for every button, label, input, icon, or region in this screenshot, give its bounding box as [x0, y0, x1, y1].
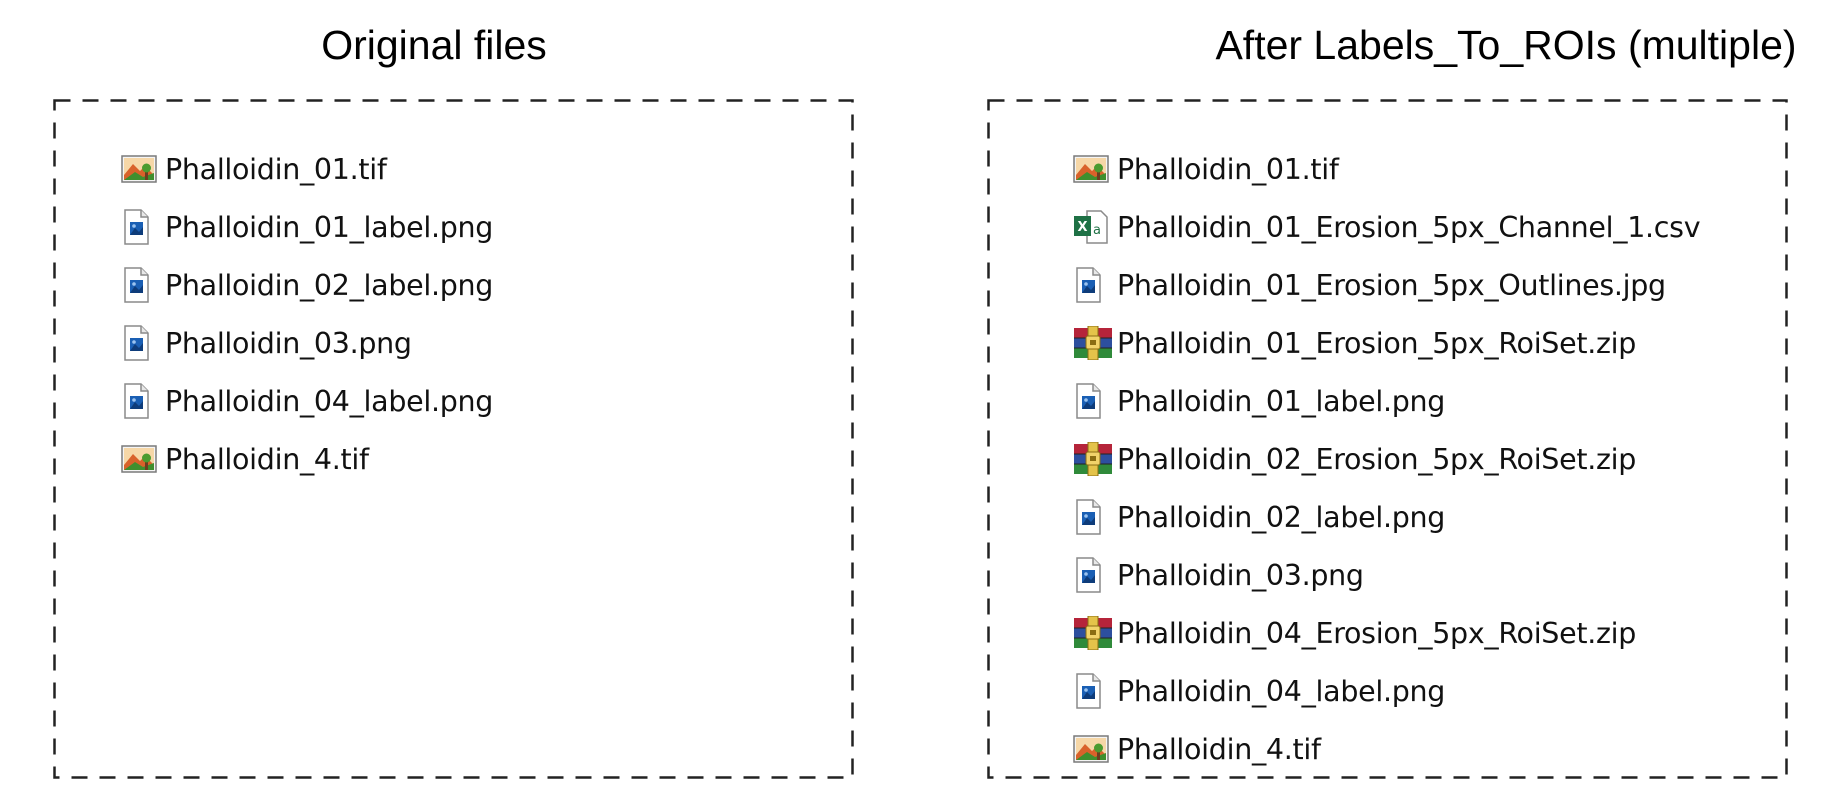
dashed-border — [987, 99, 1788, 779]
png-image-icon — [1073, 267, 1113, 303]
file-item[interactable]: Phalloidin_01_Erosion_5px_Outlines.jpg — [1073, 256, 1700, 314]
png-image-icon — [1073, 499, 1113, 535]
tif-image-icon — [121, 441, 161, 477]
png-image-icon — [121, 325, 161, 361]
file-name: Phalloidin_04_Erosion_5px_RoiSet.zip — [1117, 616, 1637, 650]
file-name: Phalloidin_01_Erosion_5px_RoiSet.zip — [1117, 326, 1637, 360]
tif-image-icon — [1073, 731, 1113, 767]
file-item[interactable]: Phalloidin_04_Erosion_5px_RoiSet.zip — [1073, 604, 1700, 662]
file-name: Phalloidin_02_label.png — [1117, 500, 1446, 534]
file-item[interactable]: a X Phalloidin_01_Erosion_5px_Channel_1.cs… — [1073, 198, 1701, 256]
file-item[interactable]: Phalloidin_04_label.png — [1073, 662, 1700, 720]
png-image-icon — [121, 383, 161, 419]
file-list-original: Phalloidin_01.tif Phalloidin_01_label.png… — [121, 140, 493, 488]
file-item[interactable]: Phalloidin_02_label.png — [121, 256, 493, 314]
svg-text:a: a — [1093, 223, 1101, 238]
dashed-border — [53, 99, 854, 779]
file-item[interactable]: Phalloidin_01.tif — [121, 140, 493, 198]
panel-title-after: After Labels_To_ROIs (multiple) — [1215, 22, 1797, 68]
file-item[interactable]: Phalloidin_02_label.png — [1073, 488, 1700, 546]
panel-title-original: Original files — [321, 22, 547, 68]
file-name: Phalloidin_01_label.png — [1117, 384, 1446, 418]
png-image-icon — [1073, 557, 1113, 593]
png-image-icon — [1073, 383, 1113, 419]
zip-archive-icon — [1073, 325, 1113, 361]
after-files-panel: Phalloidin_01.tif a X Phalloidin_01_Erosion… — [987, 99, 1788, 779]
file-name: Phalloidin_03.png — [165, 326, 412, 360]
file-name: Phalloidin_4.tif — [1117, 732, 1321, 766]
file-name: Phalloidin_4.tif — [165, 442, 369, 476]
file-name: Phalloidin_01.tif — [165, 152, 387, 186]
file-name: Phalloidin_01.tif — [1117, 152, 1339, 186]
tif-image-icon — [121, 151, 161, 187]
file-item[interactable]: Phalloidin_01_Erosion_5px_RoiSet.zip — [1073, 314, 1700, 372]
png-image-icon — [121, 209, 161, 245]
file-name: Phalloidin_01_Erosion_5px_Outlines.jpg — [1117, 268, 1666, 302]
file-list-after: Phalloidin_01.tif a X Phalloidin_01_Erosion… — [1073, 140, 1701, 778]
file-item[interactable]: Phalloidin_04_label.png — [121, 372, 493, 430]
zip-archive-icon — [1073, 441, 1113, 477]
file-name: Phalloidin_02_Erosion_5px_RoiSet.zip — [1117, 442, 1637, 476]
zip-archive-icon — [1073, 615, 1113, 651]
file-item[interactable]: Phalloidin_01.tif — [1073, 140, 1700, 198]
file-name: Phalloidin_02_label.png — [165, 268, 494, 302]
file-name: Phalloidin_01_label.png — [165, 210, 494, 244]
file-item[interactable]: Phalloidin_03.png — [121, 314, 493, 372]
file-name: Phalloidin_03.png — [1117, 558, 1364, 592]
file-item[interactable]: Phalloidin_4.tif — [1073, 720, 1700, 778]
file-item[interactable]: Phalloidin_01_label.png — [1073, 372, 1700, 430]
png-image-icon — [1073, 673, 1113, 709]
file-name: Phalloidin_01_Erosion_5px_Channel_1.csv — [1117, 210, 1701, 244]
file-name: Phalloidin_04_label.png — [1117, 674, 1446, 708]
file-item[interactable]: Phalloidin_01_label.png — [121, 198, 493, 256]
tif-image-icon — [1073, 151, 1113, 187]
original-files-panel: Phalloidin_01.tif Phalloidin_01_label.png… — [53, 99, 854, 779]
file-item[interactable]: Phalloidin_03.png — [1073, 546, 1700, 604]
png-image-icon — [121, 267, 161, 303]
file-item[interactable]: Phalloidin_4.tif — [121, 430, 493, 488]
svg-text:X: X — [1077, 220, 1087, 235]
file-name: Phalloidin_04_label.png — [165, 384, 494, 418]
file-item[interactable]: Phalloidin_02_Erosion_5px_RoiSet.zip — [1073, 430, 1700, 488]
